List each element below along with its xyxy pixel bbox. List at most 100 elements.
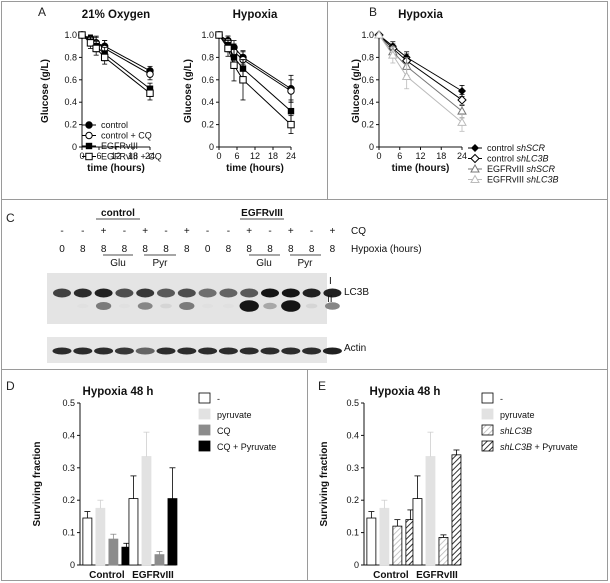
y-axis-label: Glucose (g/L) [183, 59, 194, 123]
blot-lane-hypoxia: 8 [184, 244, 190, 255]
data-point [401, 71, 412, 80]
data-point [374, 29, 384, 39]
legend-marker [85, 152, 93, 161]
bar [451, 454, 462, 566]
blot-lane-cq: - [206, 226, 209, 237]
blot-lane-cq: - [123, 226, 126, 237]
data-point [457, 117, 467, 126]
y-tick-label: 0.3 [62, 463, 75, 473]
blot-lane-labels: - 0 - 8 +8 - 8 +8 - 8 +8 - 0 - 8 +8 - 8 +8 - 8 +8 [59, 226, 335, 255]
blot-band-actin [114, 347, 134, 355]
legend-swatch [198, 424, 211, 436]
data-point [239, 76, 247, 84]
legend-marker [85, 131, 93, 140]
y-tick-label: 0.8 [201, 52, 214, 62]
bar [167, 498, 178, 566]
x-category-label: Control [89, 570, 125, 581]
blot-lane-hypoxia: 8 [163, 244, 169, 255]
blot-band-lc3b-i [136, 288, 155, 298]
blot-band-lc3b-ii [160, 303, 172, 309]
bar [425, 456, 436, 566]
blot-band-lc3b-i [302, 288, 321, 298]
chart-title: Hypoxia 48 h [370, 386, 441, 398]
blot-band-actin [73, 347, 93, 355]
chart-title: Hypoxia [398, 9, 443, 21]
data-point [224, 44, 232, 53]
blot-lane-hypoxia: 0 [205, 244, 211, 255]
blot-band-actin [260, 347, 280, 355]
legend-entry: CQ [217, 426, 231, 436]
x-tick-label: 18 [268, 151, 278, 161]
legend-entry: EGFRvIII shSCR [487, 164, 556, 174]
blot-lane-cq: + [329, 226, 335, 237]
y-tick-label: 0.4 [64, 97, 77, 107]
blot-sub-glu-egfr: Glu [256, 258, 272, 269]
bar [392, 525, 403, 566]
chart-title: 21% Oxygen [82, 9, 150, 21]
y-tick-label: 0.5 [62, 398, 75, 408]
y-axis-label: Glucose (g/L) [40, 59, 51, 123]
blot-band-lc3b-ii [118, 303, 131, 309]
series-line-0 [378, 34, 463, 92]
data-point [215, 31, 223, 39]
y-tick-label: 0.2 [64, 120, 77, 130]
chart-title: Hypoxia [233, 9, 278, 21]
blot-band-lc3b-i [240, 288, 259, 298]
blot-band-ii-label: II [327, 294, 333, 305]
chart-title: Hypoxia 48 h [83, 386, 154, 398]
data-point [287, 87, 295, 95]
y-tick-label: 0.2 [62, 495, 75, 505]
blot-lc3b-membrane [47, 273, 327, 324]
blot-band-lc3b-ii [263, 302, 277, 310]
blot-band-actin [239, 347, 259, 355]
blot-band-lc3b-i [219, 288, 238, 298]
blot-band-lc3b-i [157, 288, 175, 298]
y-tick-label: 0 [209, 142, 214, 152]
blot-band-lc3b-i [281, 288, 300, 298]
bar [412, 498, 423, 566]
y-tick-label: 0.2 [361, 120, 374, 130]
legend-entry: control shLC3B [487, 154, 549, 164]
y-tick-label: 0 [70, 560, 75, 570]
legend-entry: EGFRvIII [101, 141, 138, 151]
y-tick-label: 0.5 [346, 398, 359, 408]
blot-band-lc3b-i [261, 288, 279, 298]
legend-swatch [198, 408, 211, 420]
blot-lane-hypoxia: 8 [80, 244, 86, 255]
blot-band-actin [218, 347, 238, 355]
bar [379, 507, 390, 566]
blot-lane-cq: + [142, 226, 148, 237]
blot-band-lc3b-i [94, 288, 113, 298]
blot-lane-hypoxia: 8 [288, 244, 294, 255]
blot-lane-hypoxia: 8 [309, 244, 315, 255]
data-point [92, 44, 100, 53]
blot-band-actin [156, 347, 176, 355]
x-tick-label: 24 [457, 151, 467, 161]
blot-band-i-label: I [329, 276, 332, 287]
legend-marker [470, 163, 480, 173]
legend-entry: shLC3B [500, 426, 532, 436]
bar [154, 554, 165, 566]
blot-lane-hypoxia: 8 [246, 244, 252, 255]
x-category-label: Control [373, 570, 409, 581]
x-axis-label: time (hours) [392, 163, 450, 174]
y-tick-label: 0 [354, 560, 359, 570]
panel-label-e: E [318, 379, 326, 393]
chart-b-hypoxia: 0 0.2 0.4 0.6 0.8 1.0 Hypoxia Glucose (g/L) 0 6 12… [351, 9, 559, 185]
panel-label-a: A [38, 5, 46, 19]
legend-entry: EGFRvIII shLC3B [487, 175, 559, 185]
blot-lane-hypoxia: 8 [226, 244, 232, 255]
blot-lc3b-label: LC3B [344, 287, 369, 298]
y-tick-label: 0.2 [201, 120, 214, 130]
bar [82, 517, 93, 566]
blot-band-lc3b-i [323, 288, 342, 298]
blot-band-lc3b-ii [281, 300, 301, 312]
panel-d-border [1, 369, 308, 581]
blot-group-egfrviii: EGFRvIII [241, 208, 283, 219]
y-tick-label: 0.6 [64, 75, 77, 85]
blot-band-lc3b-ii [239, 300, 259, 312]
x-tick-label: 0 [216, 151, 221, 161]
data-point [146, 89, 154, 97]
bar [438, 537, 449, 566]
